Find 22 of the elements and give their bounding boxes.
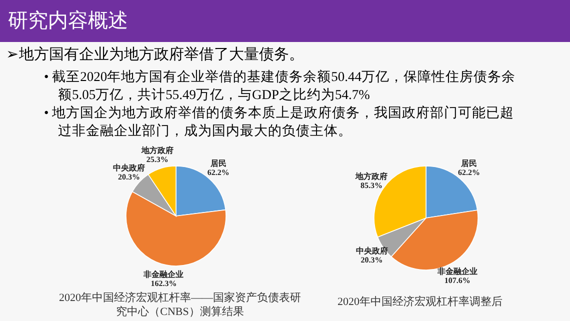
data-label: 162.3% — [150, 278, 177, 288]
slice-label: 居民 — [460, 158, 477, 168]
text: • 截至2020年地方国有企业举借的基建债务余额50.44万亿，保障性住房债务余额5.05万亿，共计55.49万亿，与GDP之比约为54.7% — [44, 68, 516, 104]
text: 2020年中国经济宏观杠杆率调整后 — [338, 296, 502, 308]
data-label: 20.3% — [118, 172, 140, 182]
text: 2020年中国经济宏观杠杆率——国家资产负债表研究中心（CNBS）测算结果 — [58, 291, 302, 319]
text: ➢地方国有企业为地方政府举借了大量债务。 — [6, 45, 304, 64]
slice-label: 非金融企业 — [142, 270, 184, 279]
slice-label: 地方政府 — [140, 144, 174, 155]
text: 研究内容概述 — [8, 7, 128, 34]
slice-label: 中央政府 — [356, 246, 388, 256]
slice-label: 非金融企业 — [436, 267, 478, 276]
data-label: 85.3% — [360, 180, 382, 190]
data-label: 62.2% — [458, 168, 480, 177]
slice-label: 地方政府 — [354, 170, 388, 181]
data-label: 20.3% — [360, 256, 383, 265]
data-label: 107.6% — [444, 276, 470, 286]
slice-label: 居民 — [209, 159, 226, 168]
text: • 地方国企为地方政府举借的债务本质上是政府债务，我国政府部门可能已超过非金融企业部门，成为国内最大的负债主体。 — [44, 104, 516, 140]
data-label: 25.3% — [146, 154, 168, 164]
slice-label: 中央政府 — [113, 162, 146, 173]
data-label: 62.2% — [207, 168, 230, 178]
